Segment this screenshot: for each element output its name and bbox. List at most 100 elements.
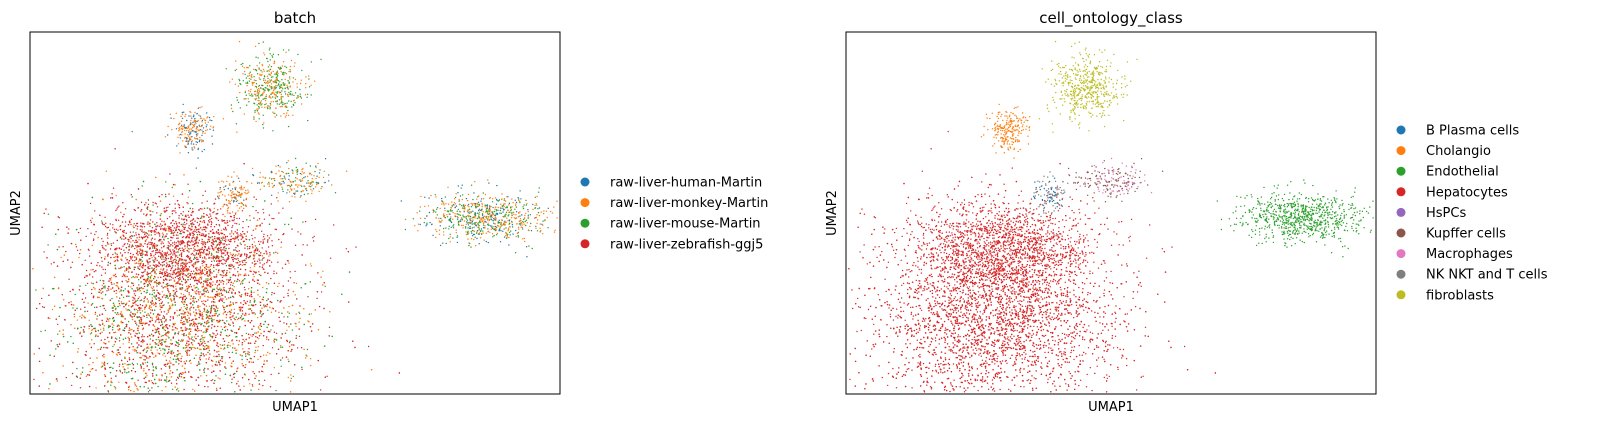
scatter-point bbox=[133, 297, 135, 299]
scatter-point bbox=[277, 299, 279, 302]
scatter-point bbox=[163, 321, 166, 323]
scatter-point bbox=[242, 313, 244, 315]
scatter-point bbox=[141, 229, 143, 231]
scatter-point bbox=[201, 312, 203, 314]
scatter-point bbox=[124, 371, 126, 373]
scatter-point bbox=[139, 309, 141, 311]
scatter-point bbox=[65, 305, 67, 307]
scatter-point bbox=[225, 283, 228, 285]
scatter-point bbox=[223, 309, 225, 311]
scatter-point bbox=[156, 225, 159, 227]
scatter-point bbox=[301, 254, 303, 256]
scatter-point bbox=[211, 324, 213, 326]
scatter-point bbox=[126, 372, 128, 374]
scatter-point bbox=[219, 249, 222, 251]
scatter-point bbox=[138, 339, 140, 341]
scatter-point bbox=[199, 269, 201, 271]
scatter-point bbox=[150, 301, 152, 304]
scatter-point bbox=[207, 386, 209, 388]
scatter-point bbox=[214, 313, 216, 315]
scatter-point bbox=[188, 333, 190, 335]
scatter-point bbox=[120, 315, 123, 317]
scatter-point bbox=[124, 337, 127, 339]
scatter-point bbox=[172, 237, 174, 239]
scatter-point bbox=[110, 377, 113, 379]
scatter-point bbox=[277, 261, 279, 263]
scatter-point bbox=[109, 371, 112, 374]
scatter-point bbox=[127, 367, 129, 369]
scatter-point bbox=[138, 296, 141, 298]
scatter-point bbox=[222, 287, 225, 289]
scatter-point bbox=[245, 294, 247, 297]
scatter-point bbox=[225, 367, 227, 369]
scatter-point bbox=[216, 319, 218, 322]
scatter-point bbox=[152, 340, 154, 342]
scatter-point bbox=[128, 341, 130, 344]
scatter-point bbox=[248, 239, 251, 241]
scatter-point bbox=[163, 317, 166, 319]
scatter-point bbox=[217, 295, 219, 297]
scatter-point bbox=[247, 288, 250, 290]
scatter-point bbox=[158, 283, 160, 286]
scatter-point bbox=[205, 258, 207, 260]
scatter-point bbox=[147, 346, 149, 348]
scatter-point bbox=[107, 264, 109, 266]
scatter-point bbox=[85, 284, 87, 286]
scatter-point bbox=[140, 316, 142, 319]
scatter-point bbox=[279, 320, 281, 322]
scatter-point bbox=[99, 332, 102, 335]
scatter-point bbox=[185, 297, 188, 299]
scatter-point bbox=[221, 251, 223, 254]
scatter-point bbox=[136, 352, 138, 354]
scatter-point bbox=[81, 335, 83, 337]
scatter-point bbox=[71, 384, 73, 387]
scatter-point bbox=[268, 223, 271, 225]
scatter-point bbox=[168, 305, 171, 307]
scatter-point bbox=[48, 388, 50, 390]
scatter-point bbox=[143, 358, 145, 361]
scatter-point bbox=[216, 274, 218, 276]
scatter-point bbox=[165, 359, 168, 361]
scatter-point bbox=[202, 341, 204, 343]
scatter-point bbox=[99, 279, 102, 282]
scatter-point bbox=[191, 224, 193, 226]
scatter-point bbox=[53, 355, 55, 357]
scatter-point bbox=[206, 315, 208, 317]
scatter-point bbox=[160, 247, 163, 249]
scatter-point bbox=[167, 289, 169, 291]
scatter-point bbox=[107, 390, 109, 392]
scatter-point bbox=[328, 326, 331, 328]
scatter-point bbox=[189, 309, 191, 312]
scatter-point bbox=[143, 335, 145, 338]
scatter-point bbox=[228, 200, 230, 202]
scatter-point bbox=[216, 364, 218, 366]
scatter-point bbox=[185, 304, 188, 306]
scatter-point bbox=[101, 266, 103, 268]
scatter-point bbox=[162, 354, 164, 356]
scatter-point bbox=[209, 265, 211, 267]
scatter-point bbox=[251, 335, 253, 338]
scatter-point bbox=[115, 275, 117, 278]
scatter-point bbox=[256, 336, 259, 339]
scatter-point bbox=[188, 312, 190, 314]
scatter-point bbox=[288, 305, 290, 308]
scatter-point bbox=[208, 311, 210, 313]
scatter-point bbox=[163, 304, 165, 306]
scatter-point bbox=[229, 304, 232, 307]
scatter-point bbox=[217, 307, 219, 309]
scatter-point bbox=[213, 319, 215, 321]
scatter-point bbox=[140, 299, 143, 301]
scatter-point bbox=[229, 374, 231, 377]
scatter-point bbox=[183, 296, 185, 298]
scatter-point bbox=[142, 363, 144, 365]
scatter-point bbox=[123, 231, 125, 234]
scatter-point bbox=[128, 357, 131, 359]
scatter-point bbox=[197, 291, 200, 293]
scatter-point bbox=[134, 382, 136, 384]
scatter-point bbox=[146, 350, 148, 352]
scatter-point bbox=[103, 325, 106, 327]
scatter-point bbox=[44, 329, 46, 332]
scatter-point bbox=[189, 308, 191, 310]
scatter-point bbox=[138, 307, 140, 309]
scatter-point bbox=[246, 254, 248, 256]
